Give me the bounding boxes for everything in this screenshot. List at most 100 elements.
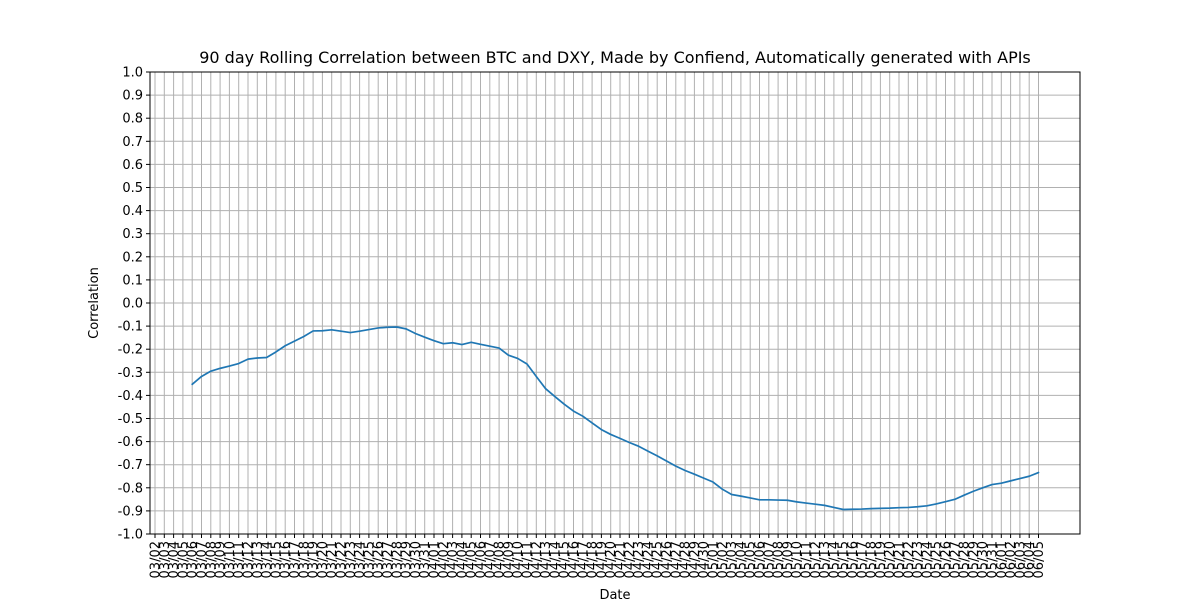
correlation-series-line [191, 326, 1040, 511]
x-tick-label: 03/19 [307, 541, 322, 578]
x-tick-label: 03/09 [214, 541, 229, 578]
x-tick-label: 05/07 [762, 541, 777, 578]
x-tick-label: 05/27 [948, 541, 963, 578]
y-axis-label: Correlation [87, 267, 102, 339]
x-tick-label: 04/27 [669, 541, 684, 578]
x-tick-label: 03/04 [167, 541, 182, 578]
x-tick-label: 05/30 [976, 541, 991, 578]
y-tick-label: -0.3 [118, 366, 143, 381]
y-tick-label: 0.4 [122, 204, 143, 219]
x-tick-label: 04/03 [446, 541, 461, 578]
x-tick-label: 06/01 [995, 541, 1010, 578]
x-tick-label: 05/21 [893, 541, 908, 578]
x-tick-label: 03/07 [195, 541, 210, 578]
x-tick-label: 06/03 [1013, 541, 1028, 578]
x-tick-label: 05/17 [855, 541, 870, 578]
x-tick-label: 03/13 [251, 541, 266, 578]
x-tick-label: 05/28 [958, 541, 973, 578]
x-tick-label: 05/20 [883, 541, 898, 578]
x-tick-label: 06/05 [1032, 541, 1047, 578]
x-tick-label: 03/16 [279, 541, 294, 578]
x-tick-label: 03/29 [400, 541, 415, 578]
y-tick-label: -0.6 [118, 435, 143, 450]
x-tick-label: 04/06 [474, 541, 489, 578]
x-tick-label: 05/29 [967, 541, 982, 578]
x-tick-label: 05/14 [827, 541, 842, 578]
x-tick-label: 05/23 [911, 541, 926, 578]
x-tick-label: 05/25 [930, 541, 945, 578]
x-tick-label: 04/14 [548, 541, 563, 578]
y-tick-label: -0.9 [118, 504, 143, 519]
y-tick-label: 0.3 [122, 227, 143, 242]
x-tick-label: 03/05 [176, 541, 191, 578]
x-tick-label: 03/11 [232, 541, 247, 578]
x-tick-label: 03/28 [390, 541, 405, 578]
x-tick-label: 05/09 [781, 541, 796, 578]
x-tick-label: 05/24 [920, 541, 935, 578]
x-tick-label: 03/02 [149, 541, 164, 578]
x-tick-label: 03/15 [269, 541, 284, 578]
x-tick-label: 05/31 [986, 541, 1001, 578]
x-tick-label: 05/02 [716, 541, 731, 578]
x-axis: 03/0203/0303/0403/0503/0603/0703/0803/09… [149, 534, 1047, 578]
x-tick-label: 05/01 [707, 541, 722, 578]
x-tick-label: 05/19 [874, 541, 889, 578]
x-tick-label: 05/18 [865, 541, 880, 578]
y-tick-label: 0.6 [122, 158, 143, 173]
y-tick-label: -0.4 [118, 389, 143, 404]
x-tick-label: 04/07 [483, 541, 498, 578]
x-tick-label: 05/05 [744, 541, 759, 578]
x-tick-label: 03/12 [242, 541, 257, 578]
x-tick-label: 04/28 [679, 541, 694, 578]
x-tick-label: 03/22 [335, 541, 350, 578]
x-tick-label: 04/01 [428, 541, 443, 578]
x-tick-label: 03/14 [260, 541, 275, 578]
x-tick-label: 04/08 [493, 541, 508, 578]
x-tick-label: 03/06 [186, 541, 201, 578]
x-tick-label: 06/02 [1004, 541, 1019, 578]
x-axis-label: Date [599, 588, 630, 600]
x-tick-label: 03/26 [372, 541, 387, 578]
x-tick-label: 05/10 [790, 541, 805, 578]
y-tick-label: 0.8 [122, 112, 143, 127]
y-tick-label: -0.7 [118, 458, 143, 473]
x-tick-label: 03/20 [316, 541, 331, 578]
x-tick-label: 04/11 [521, 541, 536, 578]
x-tick-label: 05/11 [800, 541, 815, 578]
x-tick-label: 05/16 [846, 541, 861, 578]
x-tick-label: 04/10 [511, 541, 526, 578]
y-tick-label: -0.5 [118, 412, 143, 427]
x-tick-label: 05/04 [734, 541, 749, 578]
y-tick-label: -0.8 [118, 481, 143, 496]
x-tick-label: 03/25 [362, 541, 377, 578]
x-tick-label: 04/22 [623, 541, 638, 578]
x-tick-label: 03/18 [297, 541, 312, 578]
x-tick-label: 03/03 [158, 541, 173, 578]
x-tick-label: 03/17 [288, 541, 303, 578]
x-tick-label: 05/06 [753, 541, 768, 578]
y-tick-label: 0.7 [122, 135, 143, 150]
x-tick-label: 05/03 [725, 541, 740, 578]
x-tick-label: 05/12 [809, 541, 824, 578]
y-tick-label: 0.1 [122, 273, 143, 288]
x-tick-label: 04/13 [539, 541, 554, 578]
y-tick-label: 0.2 [122, 250, 143, 265]
x-tick-label: 05/08 [772, 541, 787, 578]
y-tick-label: 0.0 [122, 297, 143, 312]
chart-title: 90 day Rolling Correlation between BTC a… [199, 48, 1031, 67]
x-tick-label: 04/09 [502, 541, 517, 578]
y-tick-label: -0.2 [118, 343, 143, 358]
x-tick-label: 04/26 [660, 541, 675, 578]
x-tick-label: 04/30 [697, 541, 712, 578]
x-tick-label: 04/23 [632, 541, 647, 578]
x-tick-label: 03/10 [223, 541, 238, 578]
x-tick-label: 04/17 [576, 541, 591, 578]
x-tick-label: 04/18 [586, 541, 601, 578]
y-tick-label: 0.9 [122, 89, 143, 104]
x-tick-label: 03/21 [325, 541, 340, 578]
x-tick-label: 04/19 [595, 541, 610, 578]
y-tick-label: -0.1 [118, 320, 143, 335]
x-tick-label: 04/12 [530, 541, 545, 578]
